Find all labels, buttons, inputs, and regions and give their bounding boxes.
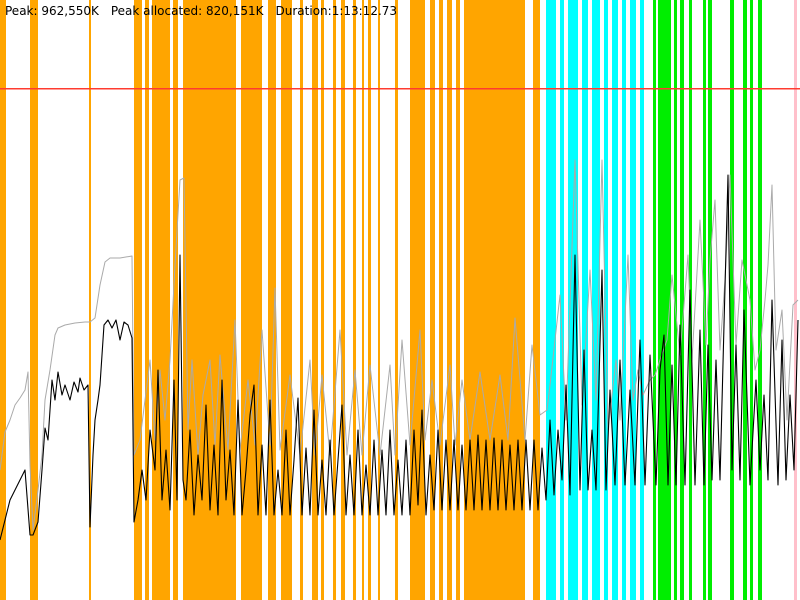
phase-band-orange xyxy=(430,0,435,600)
phase-band-orange xyxy=(241,0,262,600)
phase-band-cyan xyxy=(622,0,626,600)
phase-band-green xyxy=(750,0,753,600)
series-total-line xyxy=(0,159,799,531)
phase-band-green xyxy=(653,0,656,600)
phase-band-cyan xyxy=(604,0,608,600)
phase-band-orange xyxy=(268,0,276,600)
phase-band-orange xyxy=(341,0,345,600)
phase-band-orange xyxy=(333,0,336,600)
phase-band-orange xyxy=(134,0,142,600)
phase-band-pink xyxy=(794,0,797,600)
phase-band-green xyxy=(758,0,762,600)
phase-band-green xyxy=(680,0,684,600)
phase-band-orange xyxy=(0,0,6,600)
phase-band-cyan xyxy=(568,0,578,600)
phase-band-green xyxy=(703,0,706,600)
phase-band-orange xyxy=(353,0,356,600)
phase-band-orange xyxy=(368,0,371,600)
phase-band-orange xyxy=(464,0,525,600)
phase-band-cyan xyxy=(582,0,588,600)
phase-band-cyan xyxy=(630,0,636,600)
phase-band-orange xyxy=(281,0,292,600)
phase-band-orange xyxy=(378,0,380,600)
phase-band-orange xyxy=(173,0,178,600)
series-lines xyxy=(0,159,799,541)
phase-band-orange xyxy=(410,0,425,600)
peak-label: Peak: 962,550K xyxy=(5,4,99,18)
phase-band-orange xyxy=(152,0,170,600)
phase-band-cyan xyxy=(546,0,556,600)
phase-band-green xyxy=(743,0,747,600)
phase-band-orange xyxy=(321,0,324,600)
phase-band-green xyxy=(730,0,734,600)
phase-band-orange xyxy=(300,0,303,600)
phase-band-orange xyxy=(395,0,398,600)
phase-band-orange xyxy=(439,0,443,600)
phase-band-orange xyxy=(34,0,38,600)
phase-band-green xyxy=(674,0,677,600)
phase-band-orange xyxy=(362,0,364,600)
phase-band-orange xyxy=(312,0,318,600)
duration-label: Duration:1:13:12.73 xyxy=(275,4,398,18)
phase-band-cyan xyxy=(592,0,600,600)
phase-band-cyan xyxy=(640,0,644,600)
peak-allocated-label: Peak allocated: 820,151K xyxy=(110,4,264,18)
stats-header: Peak: 962,550K Peak allocated: 820,151K Du… xyxy=(5,4,409,18)
series-allocated-line xyxy=(0,174,799,541)
phase-band-orange xyxy=(456,0,460,600)
phase-band-cyan xyxy=(612,0,618,600)
phase-band-green xyxy=(658,0,671,600)
phase-band-cyan xyxy=(560,0,564,600)
phase-band-orange xyxy=(89,0,91,600)
phase-band-green xyxy=(708,0,712,600)
phase-band-orange xyxy=(447,0,452,600)
phase-band-orange xyxy=(30,0,34,600)
phase-band-orange xyxy=(533,0,540,600)
phase-band-orange xyxy=(145,0,149,600)
